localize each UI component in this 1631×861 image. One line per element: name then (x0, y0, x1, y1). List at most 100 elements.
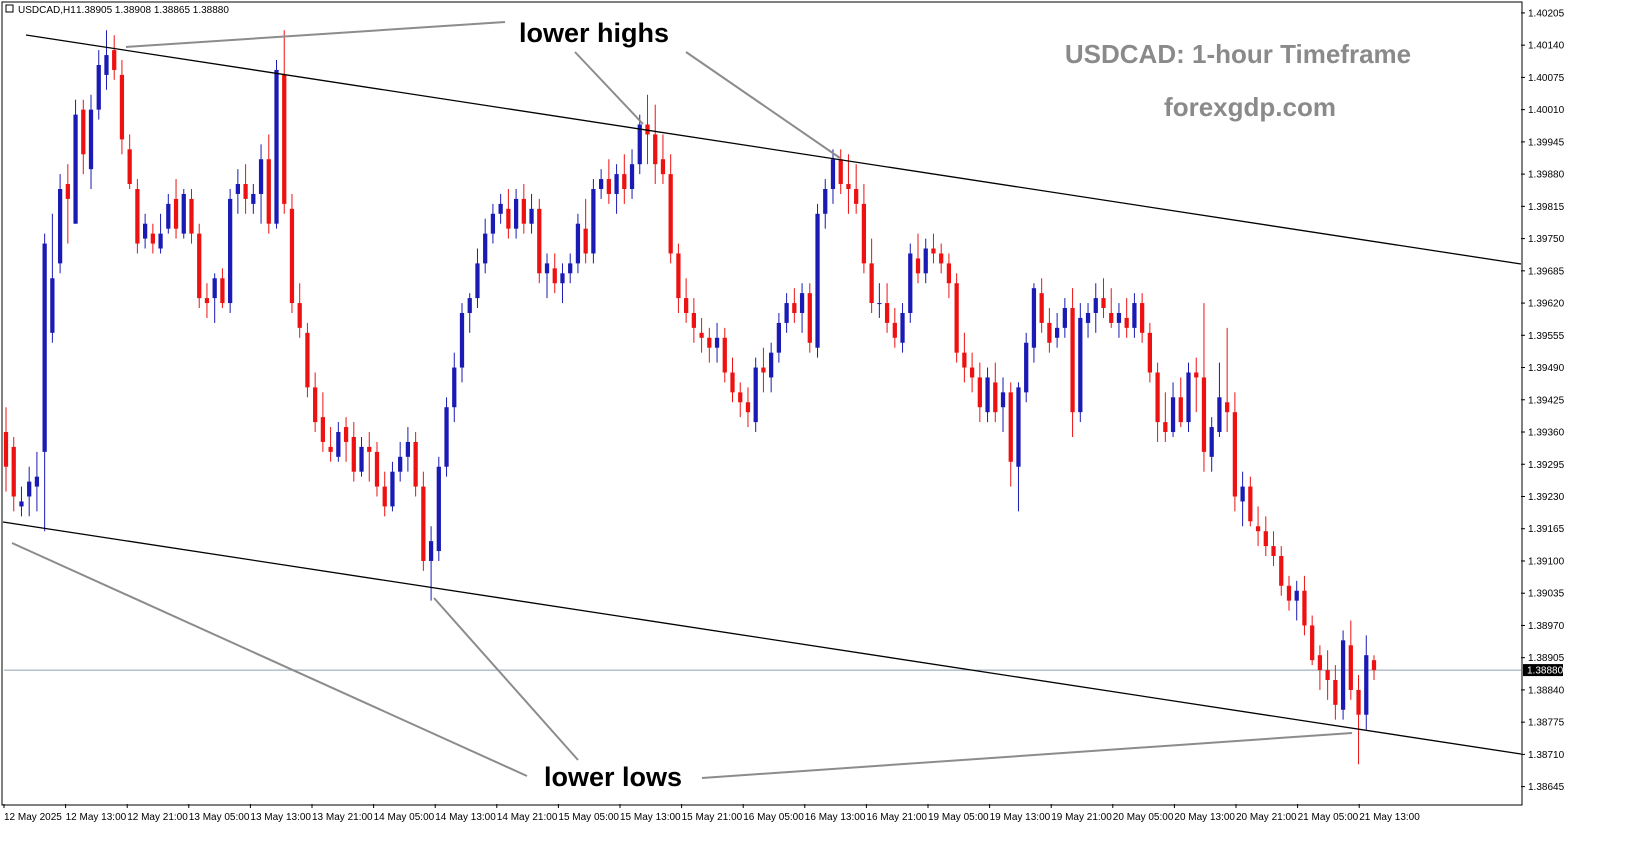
candle[interactable] (1078, 303, 1083, 423)
candle[interactable] (606, 159, 611, 204)
candle[interactable] (900, 303, 905, 353)
candle[interactable] (428, 526, 434, 601)
candle[interactable] (390, 461, 395, 512)
candle[interactable] (598, 169, 604, 199)
candle[interactable] (1008, 382, 1013, 487)
candle[interactable] (537, 198, 542, 284)
candle[interactable] (467, 293, 472, 333)
candle[interactable] (282, 30, 287, 214)
candle[interactable] (1101, 278, 1106, 318)
candle[interactable] (1109, 288, 1114, 328)
candle[interactable] (691, 298, 696, 343)
candle[interactable] (11, 436, 16, 512)
candle[interactable] (65, 164, 70, 244)
candle[interactable] (313, 372, 318, 433)
candle[interactable] (1356, 675, 1361, 765)
candle[interactable] (939, 243, 944, 274)
candle[interactable] (985, 367, 990, 423)
candle[interactable] (1294, 580, 1299, 621)
candle[interactable] (1062, 298, 1067, 338)
candle[interactable] (212, 273, 217, 323)
candle[interactable] (591, 179, 596, 264)
candle[interactable] (892, 308, 897, 348)
candle[interactable] (993, 362, 998, 423)
candle[interactable] (343, 417, 349, 462)
candle[interactable] (444, 397, 449, 477)
candle[interactable] (127, 134, 132, 189)
candle[interactable] (1310, 615, 1315, 666)
candle[interactable] (258, 144, 264, 224)
candle[interactable] (1093, 283, 1098, 333)
candle[interactable] (1225, 327, 1230, 433)
candle[interactable] (714, 322, 720, 363)
candle[interactable] (251, 184, 256, 214)
candle[interactable] (575, 213, 581, 274)
candle[interactable] (753, 357, 758, 433)
candle[interactable] (877, 283, 882, 318)
candle[interactable] (81, 99, 86, 175)
candle[interactable] (1333, 665, 1338, 720)
candle[interactable] (699, 317, 704, 353)
candle[interactable] (158, 213, 163, 254)
candle[interactable] (784, 293, 789, 333)
candle[interactable] (560, 263, 565, 304)
candle[interactable] (359, 436, 364, 477)
candle[interactable] (823, 179, 828, 229)
candle[interactable] (475, 248, 480, 309)
candle[interactable] (297, 283, 302, 338)
candle[interactable] (1039, 278, 1044, 333)
candle[interactable] (869, 238, 874, 313)
candle[interactable] (3, 407, 9, 492)
candle[interactable] (815, 203, 820, 358)
candle[interactable] (42, 233, 47, 532)
candle[interactable] (962, 332, 967, 383)
candle[interactable] (204, 283, 210, 318)
candle[interactable] (614, 164, 619, 214)
candle[interactable] (382, 471, 387, 517)
candle[interactable] (969, 352, 975, 393)
candle[interactable] (1263, 516, 1268, 557)
candle[interactable] (274, 60, 279, 229)
candle[interactable] (1124, 298, 1129, 338)
candle[interactable] (398, 441, 403, 482)
candle[interactable] (34, 451, 40, 512)
candle[interactable] (1302, 575, 1307, 636)
candle[interactable] (629, 149, 635, 199)
candle[interactable] (1116, 303, 1122, 338)
candle[interactable] (1054, 312, 1060, 348)
candle[interactable] (846, 154, 851, 214)
candle[interactable] (1348, 620, 1353, 700)
candle[interactable] (328, 427, 333, 462)
candle[interactable] (1031, 283, 1037, 363)
candle[interactable] (1217, 362, 1222, 437)
candle[interactable] (19, 486, 24, 517)
candle[interactable] (1147, 322, 1152, 383)
candle[interactable] (884, 283, 890, 333)
candle[interactable] (1240, 471, 1245, 527)
candle[interactable] (57, 174, 63, 274)
candle[interactable] (1016, 382, 1021, 512)
candle[interactable] (197, 223, 202, 309)
candle[interactable] (908, 243, 913, 323)
candle[interactable] (88, 94, 94, 189)
candle[interactable] (413, 432, 418, 497)
candle[interactable] (1232, 392, 1238, 512)
candle[interactable] (977, 362, 982, 423)
candle[interactable] (289, 193, 295, 313)
candle[interactable] (305, 322, 310, 398)
candle[interactable] (173, 179, 179, 239)
candle[interactable] (228, 188, 233, 313)
candle[interactable] (807, 283, 812, 353)
candle[interactable] (142, 213, 148, 249)
candle[interactable] (660, 134, 666, 185)
candle[interactable] (776, 312, 782, 363)
candle[interactable] (761, 347, 766, 393)
candle[interactable] (181, 188, 186, 239)
candle[interactable] (730, 357, 735, 403)
candle[interactable] (521, 184, 526, 234)
candle[interactable] (1194, 357, 1199, 413)
candle[interactable] (1248, 476, 1253, 527)
candle[interactable] (931, 233, 936, 264)
candle[interactable] (459, 303, 465, 383)
